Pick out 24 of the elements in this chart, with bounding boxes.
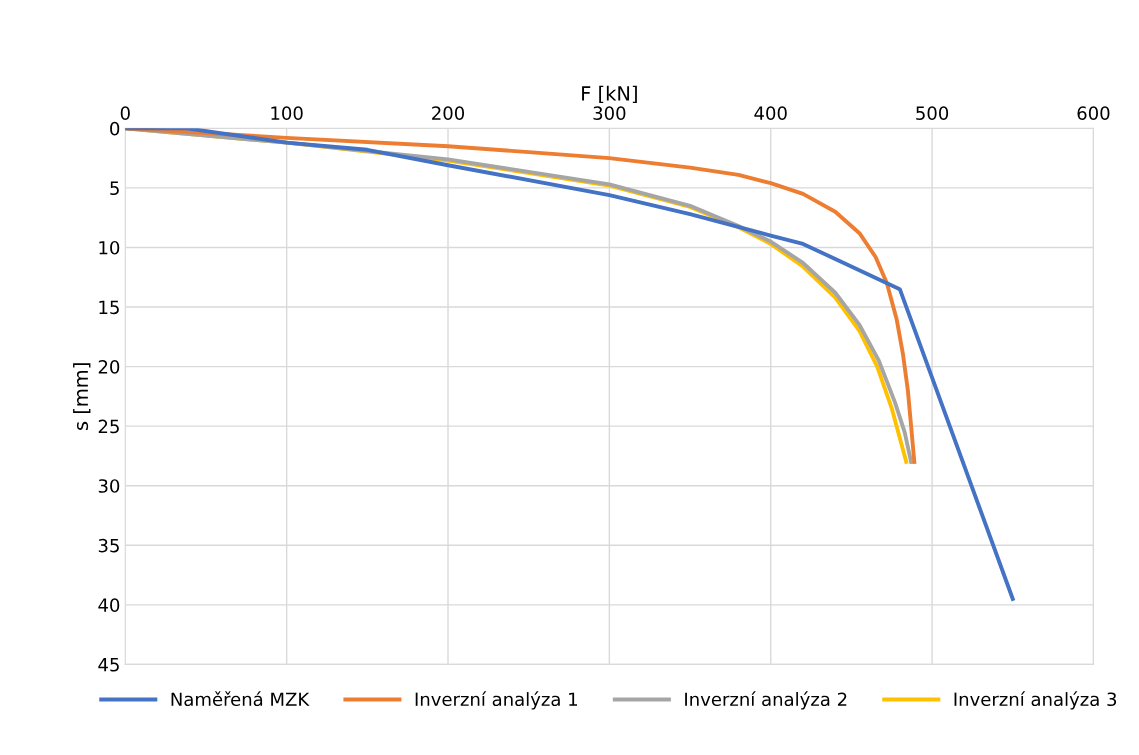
y-axis-title: s [mm]: [73, 363, 91, 430]
x-tick-label: 0: [120, 106, 130, 120]
y-tick-label: 30: [98, 479, 120, 493]
y-tick-label: 40: [98, 598, 120, 612]
legend-label: Inverzní analýza 3: [954, 691, 1117, 710]
legend-label: Inverzní analýza 2: [685, 691, 847, 710]
x-tick-label: 500: [916, 106, 949, 120]
legend-label: Naměřená MZK: [171, 691, 310, 707]
y-tick-label: 20: [98, 360, 120, 374]
x-tick-label: 100: [271, 106, 303, 120]
y-tick-label: 45: [98, 658, 119, 672]
y-tick-label: 15: [99, 300, 119, 315]
x-tick-label: 400: [754, 106, 787, 120]
x-axis-title: F [kN]: [582, 85, 637, 104]
x-tick-label: 200: [432, 106, 465, 120]
line-series: [125, 128, 1015, 601]
legend-label: Inverzní analýza 1: [415, 691, 578, 710]
y-tick-label: 5: [110, 181, 119, 196]
y-tick-label: 0: [110, 121, 120, 136]
y-tick-label: 25: [98, 419, 119, 434]
x-tick-label: 300: [593, 106, 626, 120]
y-tick-label: 35: [98, 538, 119, 553]
y-tick-label: 10: [99, 240, 120, 255]
x-tick-label: 600: [1077, 106, 1110, 120]
